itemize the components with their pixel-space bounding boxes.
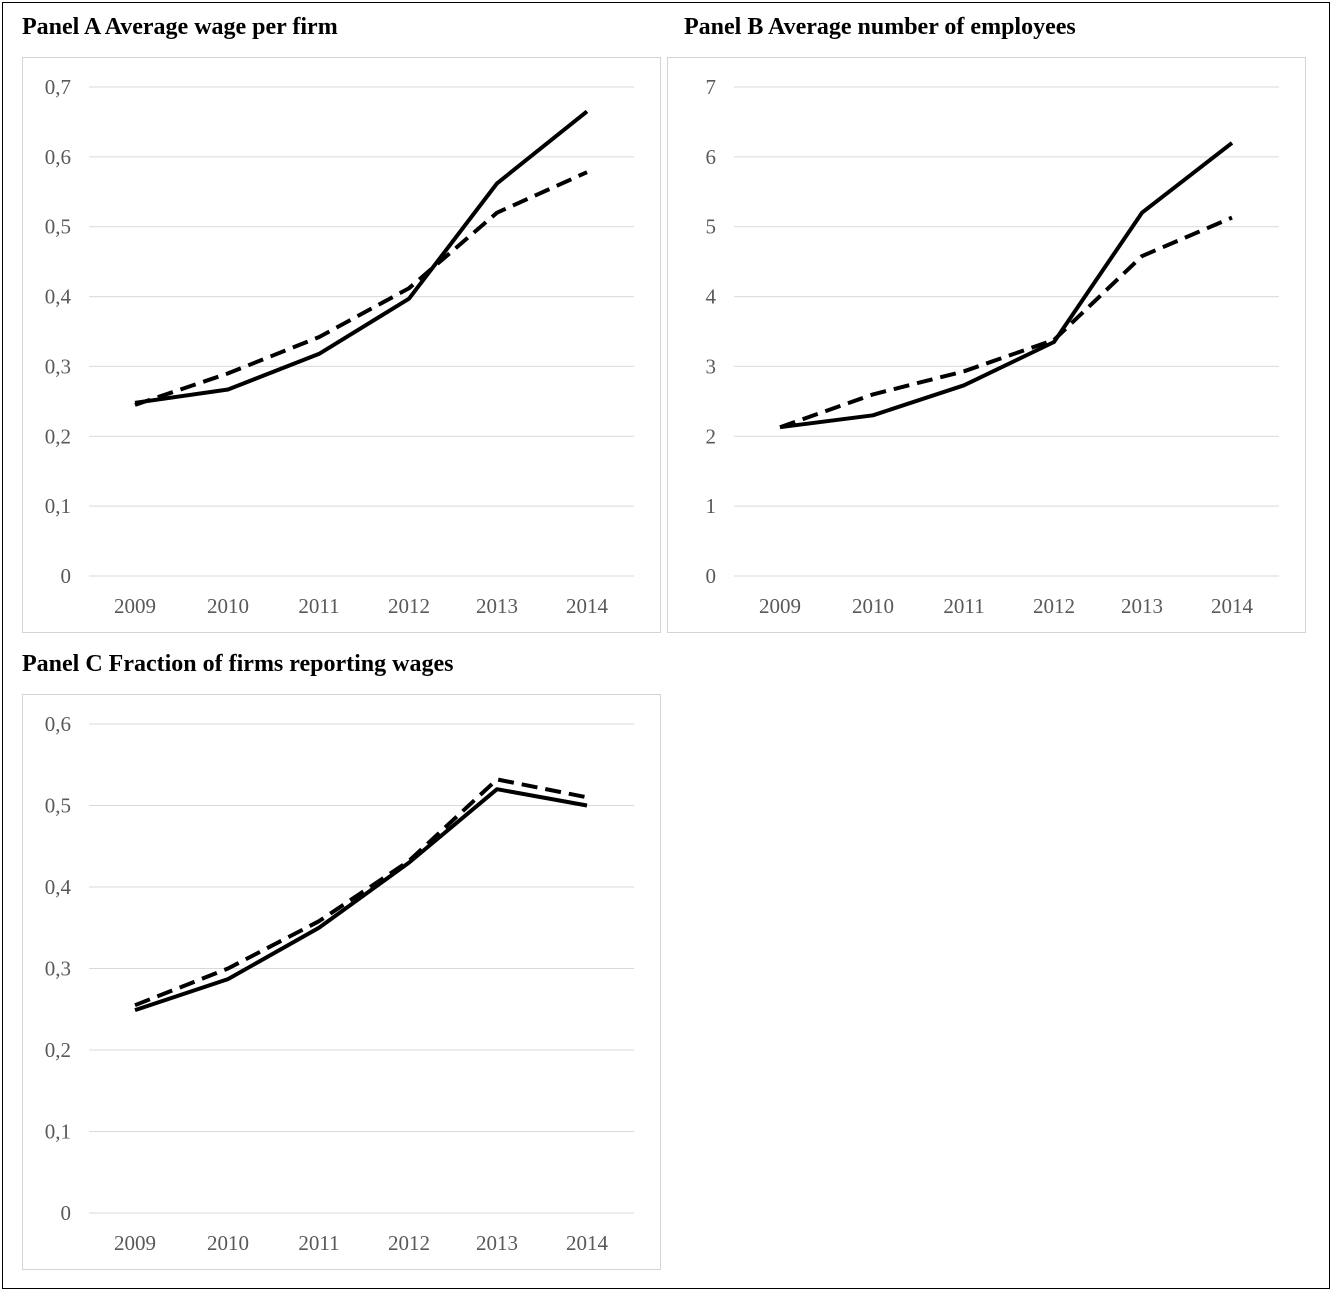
- y-tick-label: 0,1: [45, 494, 71, 518]
- panel-b-chart: 0 1 2 3 4 5 6 7 2009 2010 2011 2012 2013 2014: [667, 57, 1306, 633]
- y-tick-label: 0,5: [45, 794, 71, 818]
- x-tick-label: 2014: [1211, 594, 1254, 618]
- panel-b-title: Panel B Average number of employees: [684, 14, 1076, 40]
- x-tick-label: 2009: [114, 1231, 156, 1255]
- y-tick-label: 0,1: [45, 1120, 71, 1144]
- x-tick-label: 2009: [759, 594, 801, 618]
- x-tick-label: 2014: [566, 1231, 609, 1255]
- panel-c-title: Panel C Fraction of firms reporting wage…: [22, 651, 454, 677]
- chart-svg: 0 1 2 3 4 5 6 7 2009 2010 2011 2012 2013 2014: [706, 75, 1279, 618]
- x-tick-label: 2010: [852, 594, 894, 618]
- x-tick-label: 2009: [114, 594, 156, 618]
- y-tick-label: 0,6: [45, 712, 71, 736]
- y-tick-label: 6: [706, 145, 717, 169]
- y-tick-label: 3: [706, 354, 717, 378]
- chart-svg: 0 0,1 0,2 0,3 0,4 0,5 0,6 2009 2010 2011 2012 2013 2…: [45, 712, 634, 1255]
- chart-svg: 0 0,1 0,2 0,3 0,4 0,5 0,6 0,7 2009 2010 2011 2012 20…: [45, 75, 634, 618]
- series-line-dashed: [134, 170, 588, 407]
- y-tick-label: 7: [706, 75, 717, 99]
- panel-c-chart: 0 0,1 0,2 0,3 0,4 0,5 0,6 2009 2010 2011 2012 2013 2…: [22, 694, 661, 1270]
- y-tick-label: 0,7: [45, 75, 71, 99]
- x-tick-label: 2013: [1121, 594, 1163, 618]
- y-tick-label: 2: [706, 424, 717, 448]
- y-tick-label: 0,4: [45, 875, 72, 899]
- y-tick-label: 0: [61, 1201, 72, 1225]
- y-tick-label: 0,5: [45, 215, 71, 239]
- y-tick-label: 0,2: [45, 1038, 71, 1062]
- x-tick-label: 2011: [298, 594, 339, 618]
- y-tick-label: 0,3: [45, 354, 71, 378]
- series-line-solid: [779, 141, 1234, 430]
- y-tick-label: 0,2: [45, 424, 71, 448]
- series-line-solid: [134, 109, 589, 405]
- x-tick-label: 2013: [476, 594, 518, 618]
- x-tick-label: 2010: [207, 594, 249, 618]
- series-line-dashed: [779, 215, 1233, 430]
- y-tick-label: 0,4: [45, 285, 72, 309]
- x-tick-label: 2010: [207, 1231, 249, 1255]
- y-tick-label: 0,6: [45, 145, 71, 169]
- panel-a-chart: 0 0,1 0,2 0,3 0,4 0,5 0,6 0,7 2009 2010 2011 2012 20…: [22, 57, 661, 633]
- x-tick-label: 2012: [1033, 594, 1075, 618]
- x-tick-label: 2012: [388, 594, 430, 618]
- series-line-dashed: [134, 777, 588, 1008]
- x-tick-label: 2014: [566, 594, 609, 618]
- x-tick-label: 2011: [943, 594, 984, 618]
- y-tick-label: 0: [61, 564, 72, 588]
- y-tick-label: 0: [706, 564, 717, 588]
- panel-a-title: Panel A Average wage per firm: [22, 14, 338, 40]
- y-tick-label: 1: [706, 494, 717, 518]
- x-tick-label: 2011: [298, 1231, 339, 1255]
- y-tick-label: 4: [706, 285, 717, 309]
- y-tick-label: 5: [706, 215, 717, 239]
- x-tick-label: 2013: [476, 1231, 518, 1255]
- y-tick-label: 0,3: [45, 957, 71, 981]
- x-tick-label: 2012: [388, 1231, 430, 1255]
- series-line-solid: [134, 787, 588, 1012]
